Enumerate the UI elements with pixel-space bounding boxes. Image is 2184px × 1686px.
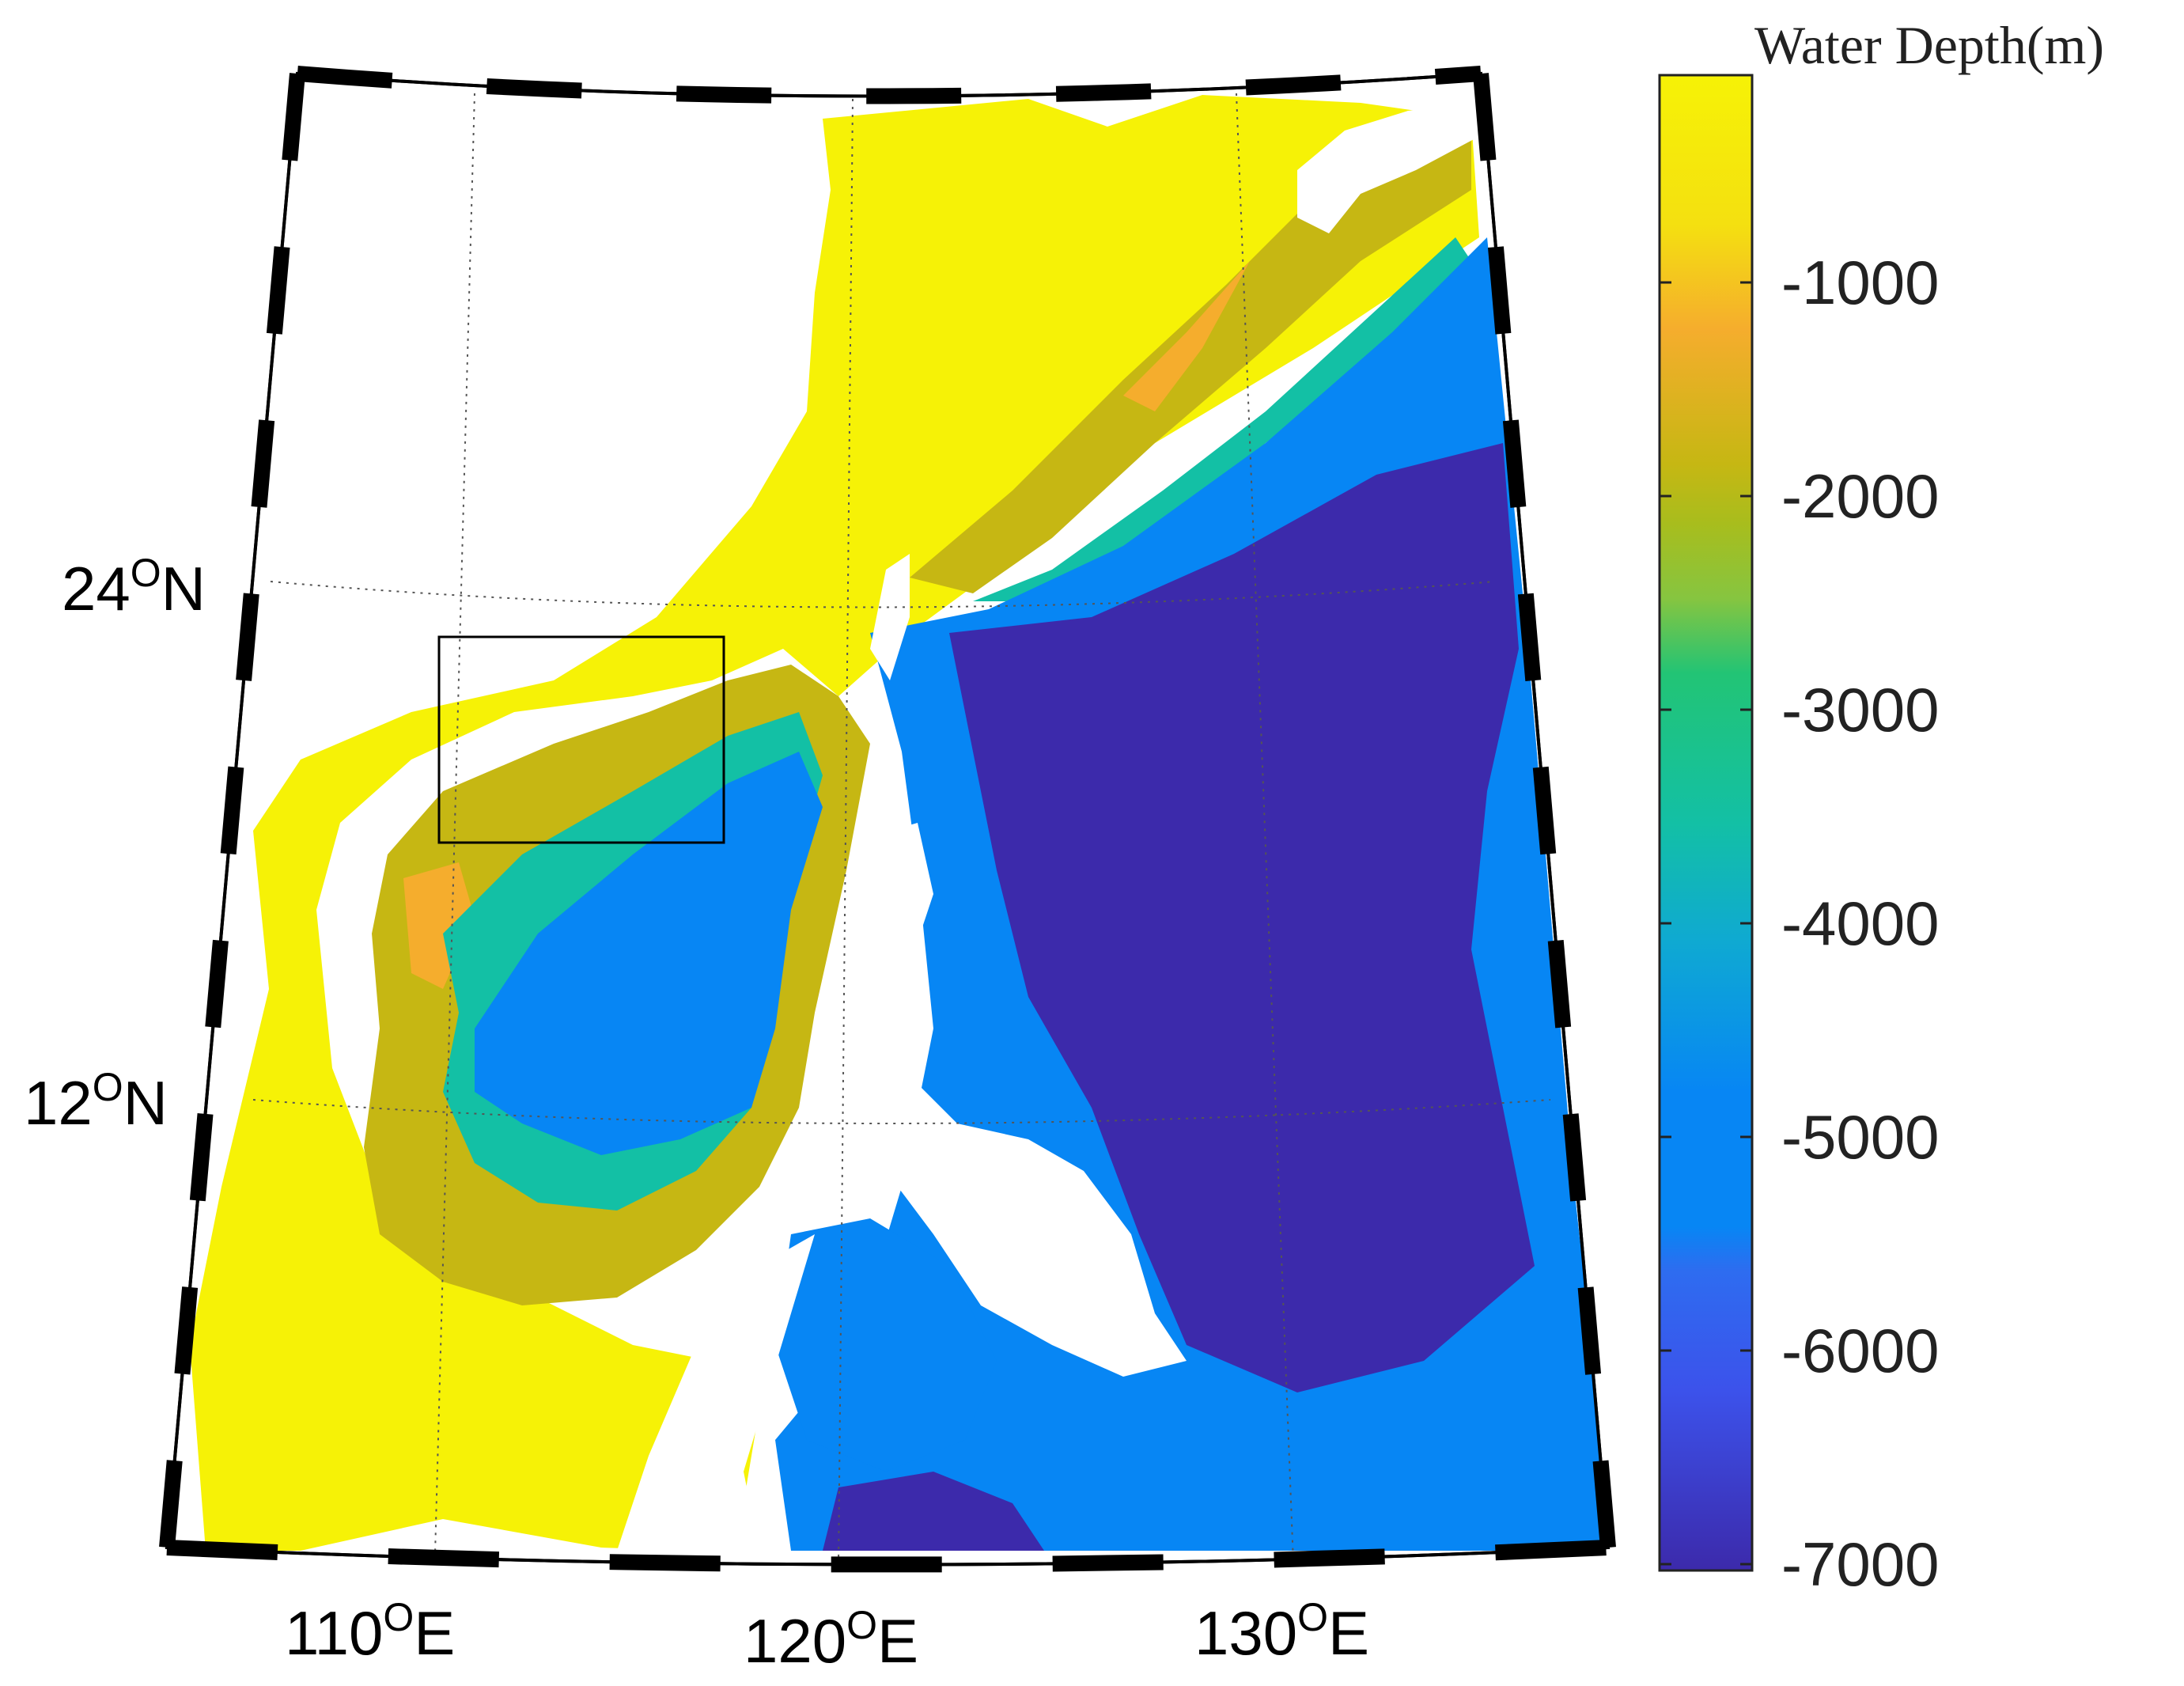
okinawa-trough-teal [973,237,1471,601]
borneo-landmass [617,1234,815,1551]
scs-basin [475,752,823,1155]
study-area-box [437,635,725,844]
longitude-label-130e: 130OE [1194,1595,1370,1668]
latitude-label-12n: 12ON [24,1065,168,1138]
banda-deep [823,1472,1044,1551]
longitude-label-120e: 120OE [744,1603,919,1676]
colorbar-tick-label: -2000 [1781,461,1940,531]
colorbar-ticks [1660,281,1752,1566]
philippine-basin [949,443,1535,1392]
map-frame [159,66,1616,1573]
colorbar-title: Water Depth(m) [1754,15,2104,75]
colorbar-tick-label: -3000 [1781,675,1940,744]
luzon-landmass [838,823,1187,1377]
colorbar-tick-label: -1000 [1781,248,1940,317]
colorbar-tick-label: -5000 [1781,1102,1940,1172]
colorbar-tick-label: -4000 [1781,888,1940,958]
colorbar-tick-label: -7000 [1781,1529,1940,1599]
latitude-label-24n: 24ON [62,551,206,623]
okinawa-trough-deep [1123,261,1250,411]
longitude-label-110e: 110OE [285,1595,456,1668]
colorbar-tick-label: -6000 [1781,1316,1940,1385]
sulu-celebes-basin [775,1218,997,1472]
japan-landmass [1297,103,1479,233]
graticule [252,93,1551,1566]
colorbar [1658,74,1754,1572]
taiwan-landmass [870,554,910,680]
